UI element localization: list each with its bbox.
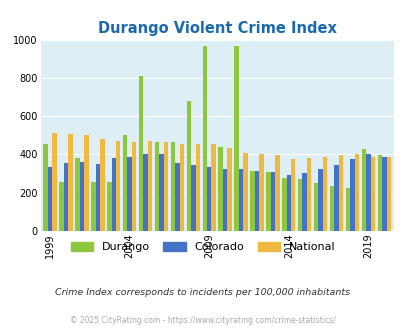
Bar (381, 157, 386, 231)
Bar (286, 176, 290, 231)
Bar (250, 171, 254, 231)
Bar (68, 134, 72, 231)
Bar (202, 46, 207, 231)
Bar (365, 154, 370, 231)
Bar (132, 142, 136, 231)
Bar (179, 144, 183, 231)
Bar (100, 139, 104, 231)
Bar (302, 173, 306, 231)
Bar (281, 178, 286, 231)
Bar (191, 165, 195, 231)
Bar (266, 172, 270, 231)
Bar (238, 169, 243, 231)
Bar (59, 182, 64, 231)
Bar (218, 147, 222, 231)
Bar (361, 149, 365, 231)
Bar (43, 144, 48, 231)
Bar (254, 171, 258, 231)
Bar (195, 144, 200, 231)
Bar (234, 46, 238, 231)
Bar (139, 76, 143, 231)
Bar (370, 157, 374, 231)
Bar (96, 164, 100, 231)
Bar (258, 154, 263, 231)
Bar (107, 182, 111, 231)
Bar (159, 154, 163, 231)
Bar (91, 182, 96, 231)
Bar (52, 133, 57, 231)
Bar (329, 186, 333, 231)
Bar (175, 163, 179, 231)
Title: Durango Violent Crime Index: Durango Violent Crime Index (98, 21, 336, 36)
Bar (48, 167, 52, 231)
Bar (333, 165, 338, 231)
Bar (211, 144, 215, 231)
Bar (207, 167, 211, 231)
Bar (386, 157, 390, 231)
Bar (377, 155, 381, 231)
Text: Crime Index corresponds to incidents per 100,000 inhabitants: Crime Index corresponds to incidents per… (55, 287, 350, 297)
Bar (227, 148, 231, 231)
Bar (350, 159, 354, 231)
Text: © 2025 CityRating.com - https://www.cityrating.com/crime-statistics/: © 2025 CityRating.com - https://www.city… (70, 315, 335, 325)
Bar (313, 183, 318, 231)
Bar (143, 154, 147, 231)
Bar (318, 169, 322, 231)
Bar (111, 158, 116, 231)
Bar (116, 141, 120, 231)
Bar (186, 101, 191, 231)
Bar (322, 157, 326, 231)
Bar (147, 141, 152, 231)
Bar (345, 188, 350, 231)
Bar (79, 162, 84, 231)
Bar (275, 155, 279, 231)
Bar (290, 159, 295, 231)
Bar (297, 179, 302, 231)
Legend: Durango, Colorado, National: Durango, Colorado, National (70, 242, 335, 252)
Bar (127, 157, 132, 231)
Bar (354, 154, 358, 231)
Bar (222, 169, 227, 231)
Bar (338, 155, 342, 231)
Bar (75, 158, 79, 231)
Bar (270, 172, 275, 231)
Bar (154, 142, 159, 231)
Bar (123, 135, 127, 231)
Bar (243, 152, 247, 231)
Bar (306, 158, 311, 231)
Bar (171, 142, 175, 231)
Bar (84, 135, 88, 231)
Bar (163, 142, 168, 231)
Bar (64, 163, 68, 231)
